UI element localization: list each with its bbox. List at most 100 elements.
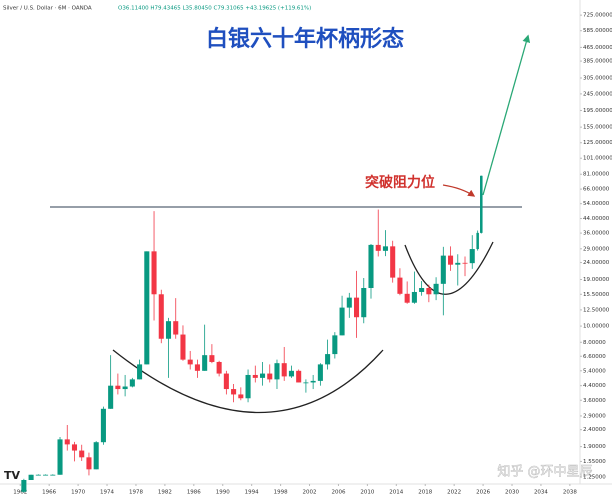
cup-curve [112, 349, 384, 413]
candle-body [310, 380, 316, 383]
candle-body [115, 385, 121, 390]
y-tick-label: 81.00000 [583, 172, 610, 178]
candle-body [129, 379, 135, 387]
candle-body [346, 297, 352, 308]
y-tick-label: 1.25000 [583, 475, 606, 481]
y-tick-label: 44.00000 [583, 216, 610, 222]
x-tick-label: 1982 [158, 490, 172, 496]
candle-body [397, 277, 403, 294]
candle-body [71, 444, 78, 451]
y-tick-label: 125.00000 [583, 140, 612, 146]
x-tick-label: 1978 [129, 490, 143, 496]
y-tick-label: 2.40000 [583, 427, 606, 433]
candle-body [419, 288, 425, 292]
candle-body [57, 439, 63, 475]
x-tick-label: 2002 [303, 490, 317, 496]
candle-body [368, 244, 374, 289]
y-tick-label: 8.00000 [583, 340, 606, 346]
candle-body [144, 251, 150, 365]
x-tick-label: 1990 [216, 490, 230, 496]
x-tick-label: 1974 [100, 490, 114, 496]
y-tick-label: 19.00000 [583, 277, 610, 283]
x-tick-label: 1994 [245, 490, 259, 496]
x-tick-label: 1986 [187, 490, 201, 496]
candle-body [325, 354, 331, 365]
logo: TV [4, 469, 21, 482]
x-tick-label: 1966 [42, 490, 56, 496]
candle-body [194, 364, 200, 371]
candle-body [158, 294, 164, 339]
y-tick-label: 66.00000 [583, 187, 610, 193]
candle-body [390, 246, 396, 278]
candle-body [426, 288, 432, 295]
candle-body [448, 255, 454, 265]
y-tick-label: 1.55000 [583, 459, 606, 465]
candle-body [223, 373, 229, 390]
candle-body [332, 335, 338, 355]
y-tick-label: 1.90000 [583, 444, 606, 450]
y-tick-label: 2.90000 [583, 413, 606, 419]
candle-body [86, 457, 92, 470]
candle-body [245, 374, 251, 399]
y-tick-label: 4.40000 [583, 383, 606, 389]
candle-body [455, 262, 461, 265]
candle-body [354, 297, 360, 318]
breakout-arrow [482, 34, 531, 196]
candle-body [303, 382, 309, 384]
candle-body [296, 370, 302, 383]
candle-body [382, 246, 388, 251]
y-tick-label: 725.00000 [583, 13, 612, 19]
x-tick-label: 1962 [13, 490, 27, 496]
candle-body [259, 373, 266, 378]
x-tick-label: 2026 [476, 490, 490, 496]
y-tick-label: 5.40000 [583, 368, 606, 374]
y-tick-label: 585.00000 [583, 28, 612, 34]
candle-body [476, 232, 479, 250]
candle-body [64, 439, 70, 445]
y-tick-label: 29.00000 [583, 246, 610, 252]
x-tick-label: 2022 [447, 490, 461, 496]
candle-body [35, 474, 41, 476]
candle-body [267, 373, 273, 380]
candle-body [361, 288, 367, 318]
candle-body [209, 355, 215, 362]
plot: 725.00000 585.00000 465.00000 385.00000 305.… [13, 13, 612, 496]
annotation: 突破阻力位 [365, 174, 435, 191]
candle-body [180, 334, 186, 360]
candle-body [21, 480, 27, 492]
y-tick-label: 385.00000 [583, 59, 612, 65]
candle-body [252, 374, 258, 378]
candle-body [202, 355, 208, 371]
x-tick-label: 2038 [563, 490, 577, 496]
y-tick-label: 101.00000 [583, 156, 612, 162]
candle-body [339, 307, 345, 336]
chart-title: 白银六十年杯柄形态 [206, 26, 404, 52]
candle-body [50, 474, 56, 476]
y-tick-label: 54.00000 [583, 201, 610, 207]
candle-body [43, 474, 49, 476]
watermark: 知乎 @环中星辰 [497, 464, 592, 480]
x-tick-label: 1998 [274, 490, 288, 496]
y-tick-label: 195.00000 [583, 108, 612, 114]
candle-body [100, 408, 106, 443]
x-tick-label: 2010 [360, 490, 374, 496]
y-tick-label: 6.60000 [583, 354, 606, 360]
candle-body [151, 251, 157, 295]
candle-body [433, 283, 439, 295]
y-tick-label: 15.50000 [583, 292, 610, 298]
y-tick-label: 245.00000 [583, 91, 612, 97]
y-tick-label: 305.00000 [583, 75, 612, 81]
annotation-arrow [442, 184, 476, 197]
x-tick-label: 2030 [505, 490, 519, 496]
symbol: Silver / U.S. Dollar · 6M · OANDA [3, 6, 92, 12]
candle-body [165, 321, 172, 339]
candle-body [231, 389, 237, 395]
candle-body [462, 262, 468, 264]
candle-body [411, 291, 417, 303]
candle-body [187, 359, 193, 365]
y-tick-label: 10.00000 [583, 324, 610, 330]
y-tick-label: 24.00000 [583, 260, 610, 266]
x-tick-label: 2006 [331, 490, 345, 496]
